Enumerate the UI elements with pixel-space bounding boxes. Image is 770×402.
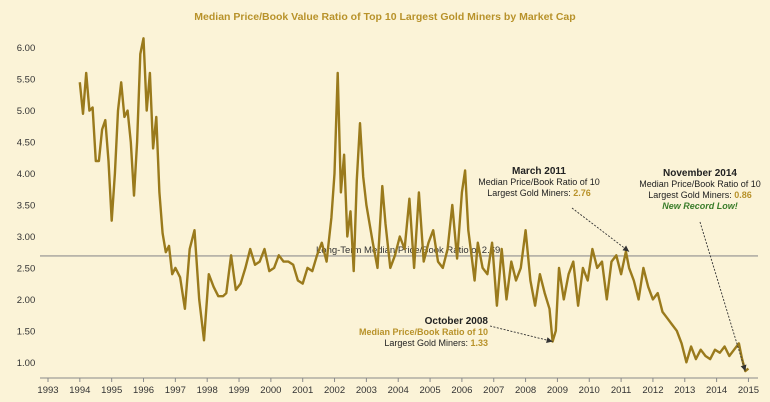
annotation-line: November 2014 bbox=[663, 168, 737, 179]
annotation-line: Median Price/Book Ratio of 10 bbox=[359, 327, 488, 337]
y-tick-label: 3.50 bbox=[17, 201, 36, 212]
annotation-line: Median Price/Book Ratio of 10 bbox=[639, 179, 761, 189]
annotation-line: October 2008 bbox=[425, 316, 489, 327]
median-label: Long-Term Median Price/Book Ratio of 2.6… bbox=[316, 245, 500, 256]
annotation-arrow bbox=[699, 221, 746, 372]
x-tick-label: 2011 bbox=[611, 385, 631, 396]
x-tick-label: 2010 bbox=[579, 385, 600, 396]
annotation-line: March 2011 bbox=[512, 166, 566, 177]
y-tick-label: 1.50 bbox=[17, 326, 36, 337]
x-tick-label: 2007 bbox=[483, 385, 504, 396]
annotation-part: Largest Gold Miners: bbox=[487, 188, 573, 198]
annotation-part: Largest Gold Miners: bbox=[648, 190, 734, 200]
y-tick-label: 4.50 bbox=[17, 138, 36, 149]
x-tick-label: 2014 bbox=[706, 385, 727, 396]
series-lines bbox=[78, 37, 750, 373]
x-tick-label: 1996 bbox=[133, 385, 154, 396]
x-tick-label: 1999 bbox=[228, 385, 249, 396]
x-tick-label: 2003 bbox=[356, 385, 377, 396]
annotation-arrowhead bbox=[740, 364, 747, 372]
x-axis-ticks: 1993 1994 1995 1996 1997 1998 1999 2000 2001 2002… bbox=[37, 378, 759, 396]
annotation-part: 2.76 bbox=[573, 188, 591, 198]
x-tick-label: 2001 bbox=[292, 385, 313, 396]
y-tick-label: 3.00 bbox=[17, 232, 36, 243]
annotation-line: New Record Low! bbox=[662, 201, 738, 211]
x-tick-label: 2012 bbox=[642, 385, 663, 396]
x-tick-label: 2009 bbox=[547, 385, 568, 396]
annotation-arrow bbox=[489, 325, 553, 342]
x-tick-label: 1995 bbox=[101, 385, 122, 396]
y-tick-label: 2.50 bbox=[17, 263, 36, 274]
x-tick-label: 2000 bbox=[260, 385, 281, 396]
y-axis-ticks: 1.00 1.50 2.00 2.50 3.00 3.50 4.00 4.50 5.00 5.50… bbox=[17, 43, 36, 369]
annotation-part: 1.33 bbox=[470, 338, 488, 348]
x-tick-label: 1993 bbox=[37, 385, 58, 396]
annotation-line: Largest Gold Miners: 1.33 bbox=[384, 338, 488, 348]
y-tick-label: 6.00 bbox=[17, 43, 36, 54]
y-tick-label: 5.00 bbox=[17, 106, 36, 117]
x-tick-label: 2004 bbox=[388, 385, 409, 396]
series-line-0 bbox=[78, 37, 750, 373]
x-tick-label: 2013 bbox=[674, 385, 695, 396]
x-tick-label: 2002 bbox=[324, 385, 345, 396]
annotation-line: Largest Gold Miners: 2.76 bbox=[487, 188, 591, 198]
x-tick-label: 2015 bbox=[738, 385, 759, 396]
annotation-line: Median Price/Book Ratio of 10 bbox=[478, 177, 600, 187]
x-tick-label: 2005 bbox=[419, 385, 440, 396]
x-tick-label: 2008 bbox=[515, 385, 536, 396]
median-reference: Long-Term Median Price/Book Ratio of 2.6… bbox=[40, 245, 758, 257]
annotation-arrowhead bbox=[622, 245, 630, 252]
y-tick-label: 2.00 bbox=[17, 295, 36, 306]
y-tick-label: 5.50 bbox=[17, 75, 36, 86]
annotation-part: Largest Gold Miners: bbox=[384, 338, 470, 348]
annotation-arrow bbox=[571, 207, 630, 252]
x-tick-label: 1997 bbox=[165, 385, 186, 396]
x-tick-label: 2006 bbox=[451, 385, 472, 396]
chart-title: Median Price/Book Value Ratio of Top 10 … bbox=[194, 11, 575, 23]
annotation-part: 0.86 bbox=[734, 190, 752, 200]
annotation-line: Largest Gold Miners: 0.86 bbox=[648, 190, 752, 200]
x-tick-label: 1998 bbox=[197, 385, 218, 396]
y-tick-label: 4.00 bbox=[17, 169, 36, 180]
y-tick-label: 1.00 bbox=[17, 358, 36, 369]
annotation-arrowhead bbox=[546, 337, 553, 343]
x-tick-label: 1994 bbox=[69, 385, 90, 396]
